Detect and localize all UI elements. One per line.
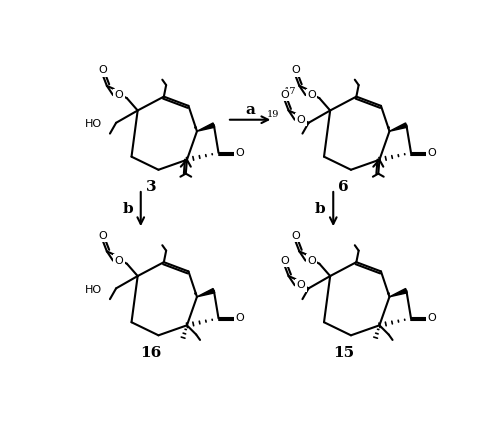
Text: O: O [308,90,316,100]
Text: HO: HO [85,285,102,295]
Text: O: O [235,148,244,158]
Text: b: b [122,202,133,216]
Polygon shape [197,123,214,131]
Text: 15: 15 [332,346,354,360]
Text: O: O [291,65,300,75]
Text: O: O [235,313,244,323]
Text: O: O [308,255,316,265]
Text: 3: 3 [146,181,156,194]
Text: 16: 16 [140,346,162,360]
Polygon shape [390,288,407,297]
Text: O: O [428,313,436,323]
Text: HO: HO [85,120,102,129]
Text: O: O [280,255,289,265]
Text: O: O [115,255,124,265]
Text: O: O [98,231,108,241]
Polygon shape [197,288,214,297]
Text: 17: 17 [284,87,296,97]
Text: O: O [291,231,300,241]
Text: O: O [280,90,289,100]
Text: a: a [245,103,255,117]
Text: O: O [296,280,306,290]
Text: b: b [315,202,326,216]
Text: O: O [98,65,108,75]
Text: O: O [115,90,124,100]
Text: 19: 19 [267,110,280,119]
Text: O: O [296,115,306,125]
Text: 6: 6 [338,181,348,194]
Text: O: O [428,148,436,158]
Polygon shape [390,123,407,131]
